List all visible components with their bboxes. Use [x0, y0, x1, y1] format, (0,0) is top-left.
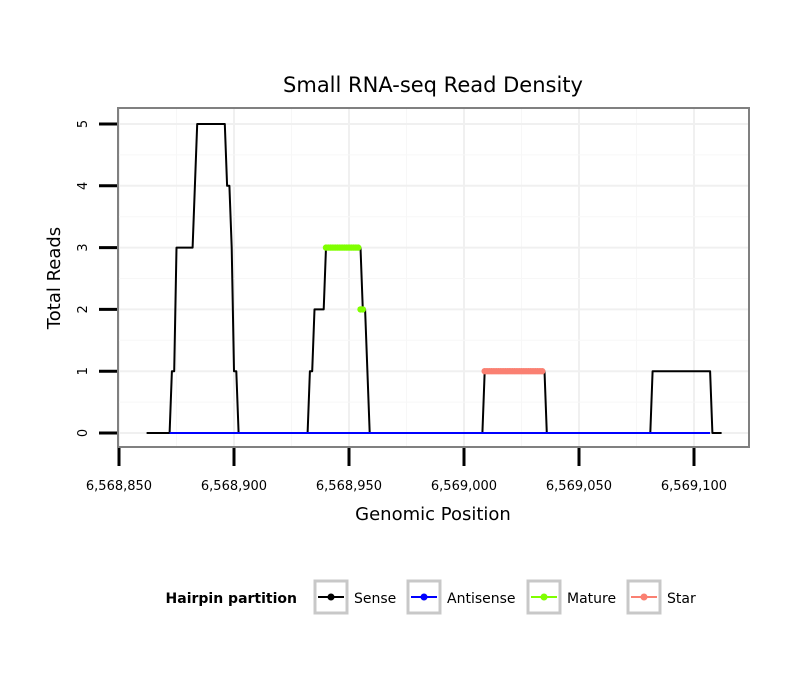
y-tick-label: 1 — [76, 367, 91, 375]
x-axis-label: Genomic Position — [355, 504, 511, 525]
series-star — [481, 368, 546, 375]
legend-key-point — [540, 593, 548, 601]
x-tick-label: 6,568,850 — [86, 479, 152, 494]
panel-background — [118, 108, 749, 447]
legend-items: Sense Antisense Mature Star — [313, 579, 696, 615]
legend-title: Hairpin partition — [166, 591, 297, 607]
legend-item-sense: Sense — [313, 579, 396, 615]
y-axis-label: Total Reads — [44, 227, 65, 330]
legend-key-point — [640, 593, 648, 601]
legend-label: Antisense — [447, 591, 516, 607]
data-point-mature — [355, 244, 362, 251]
x-axis: 6,568,850 6,568,900 6,568,950 6,569,000 6,56… — [86, 448, 727, 494]
y-tick-label: 0 — [76, 429, 91, 437]
y-tick-label: 5 — [76, 120, 91, 128]
x-tick-label: 6,568,950 — [316, 479, 382, 494]
y-axis: 0 1 2 3 4 5 — [76, 120, 117, 437]
legend: Hairpin partition Sense Antisense Mature St… — [166, 579, 696, 615]
x-tick-label: 6,568,900 — [201, 479, 267, 494]
series-mature — [322, 244, 366, 313]
legend-key-point — [420, 593, 428, 601]
chart-title: Small RNA-seq Read Density — [283, 73, 583, 97]
data-point-mature — [359, 306, 366, 313]
plot-panel — [117, 107, 750, 448]
legend-item-mature: Mature — [526, 579, 616, 615]
x-tick-label: 6,569,000 — [431, 479, 497, 494]
legend-key-point — [327, 593, 335, 601]
panel-border — [117, 107, 750, 448]
legend-label: Sense — [354, 591, 396, 607]
y-tick-label: 3 — [76, 243, 91, 251]
legend-label: Mature — [567, 591, 616, 607]
y-tick-label: 4 — [76, 182, 91, 190]
legend-item-antisense: Antisense — [406, 579, 516, 615]
x-tick-label: 6,569,100 — [661, 479, 727, 494]
x-tick-label: 6,569,050 — [546, 479, 612, 494]
legend-item-star: Star — [626, 579, 696, 615]
y-tick-label: 2 — [76, 305, 91, 313]
legend-label: Star — [667, 591, 696, 607]
data-point-star — [539, 368, 546, 375]
series-layer — [146, 123, 722, 434]
